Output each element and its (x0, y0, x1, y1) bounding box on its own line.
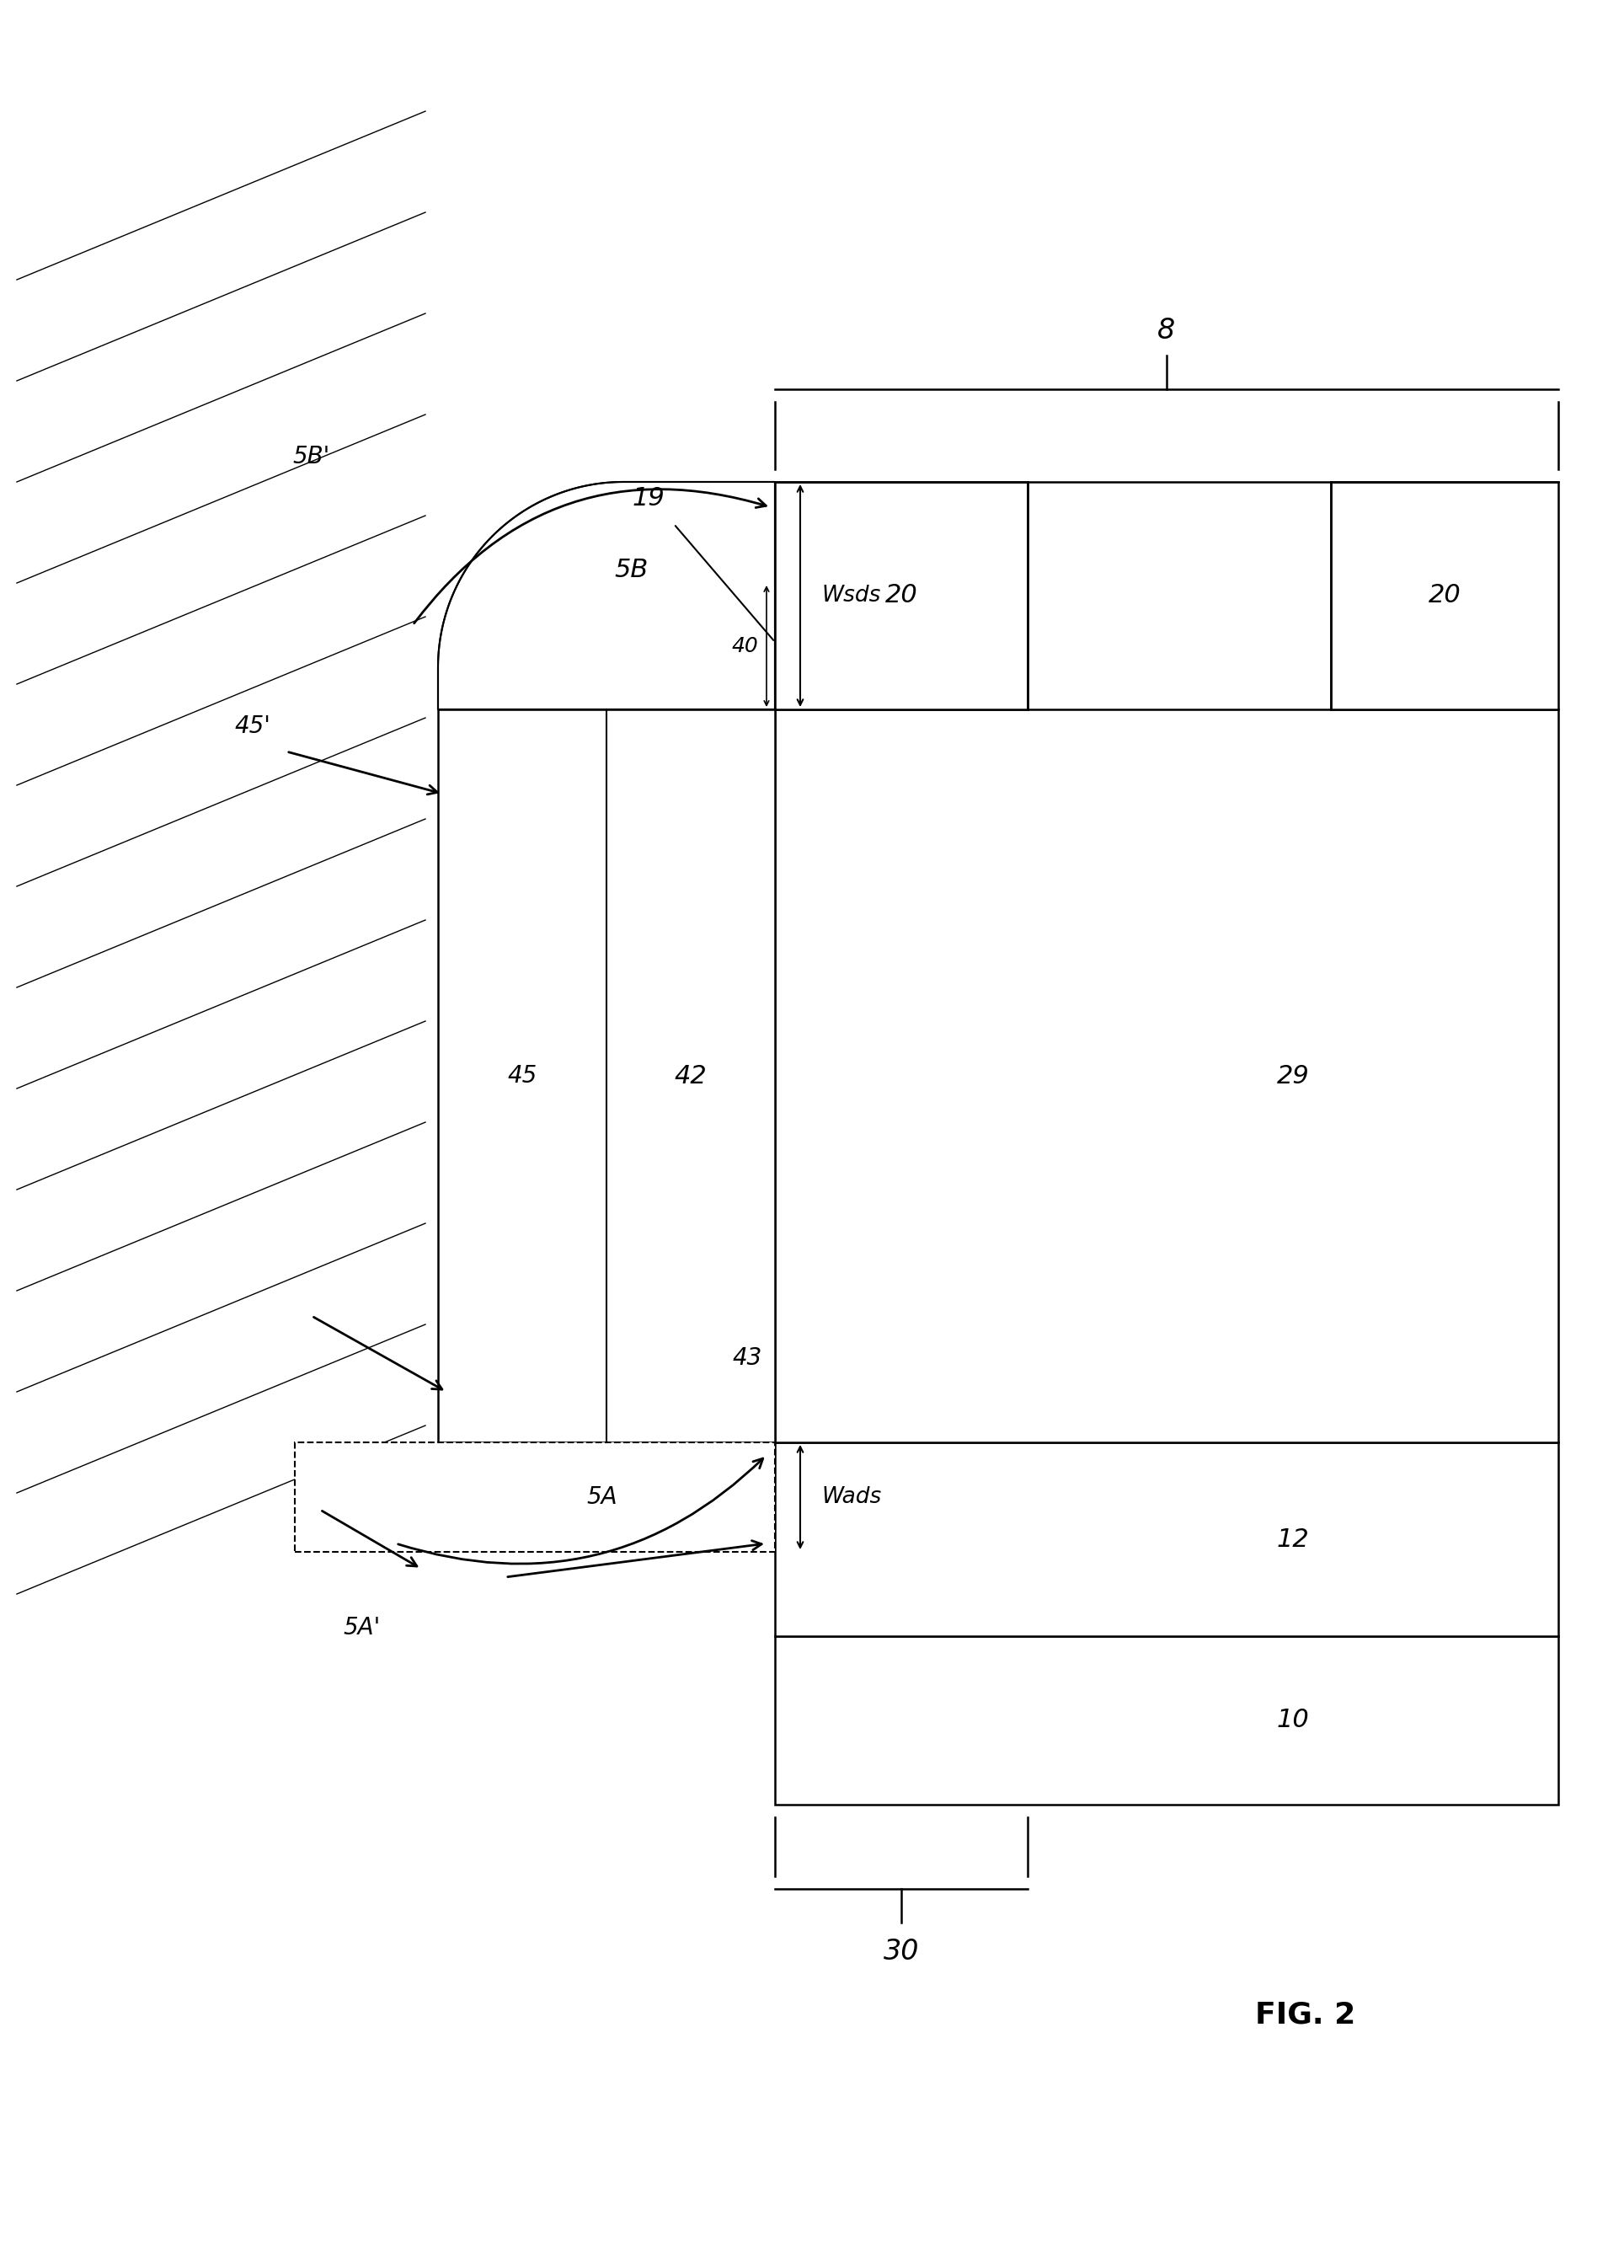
Text: 40: 40 (731, 635, 758, 655)
Text: FIG. 2: FIG. 2 (1255, 2000, 1356, 2030)
Bar (1332, 481, 1559, 710)
Text: 19: 19 (632, 488, 664, 510)
Text: Wads: Wads (822, 1486, 882, 1508)
Text: 5B: 5B (615, 558, 648, 583)
Text: 8: 8 (1158, 315, 1176, 345)
Text: 5A': 5A' (344, 1615, 382, 1640)
Bar (775, 481, 1028, 710)
Bar (775, 710, 1559, 1442)
Text: 45: 45 (507, 1064, 538, 1089)
Text: 29: 29 (1276, 1064, 1309, 1089)
Text: 5B': 5B' (292, 445, 330, 469)
Text: 42: 42 (674, 1064, 706, 1089)
Text: 20: 20 (885, 583, 918, 608)
Polygon shape (438, 481, 775, 710)
Text: 10: 10 (1276, 1708, 1309, 1733)
Text: Wsds: Wsds (822, 585, 880, 606)
Text: 43: 43 (732, 1347, 762, 1370)
Text: 12: 12 (1276, 1526, 1309, 1551)
Bar (775, 1442, 1559, 1635)
Text: 20: 20 (1427, 583, 1462, 608)
Bar (775, 1635, 1559, 1805)
Text: 5A: 5A (586, 1486, 617, 1508)
Text: 30: 30 (883, 1939, 919, 1966)
Text: 45': 45' (234, 714, 271, 737)
Bar (296, 1442, 775, 1551)
Bar (438, 710, 775, 1442)
